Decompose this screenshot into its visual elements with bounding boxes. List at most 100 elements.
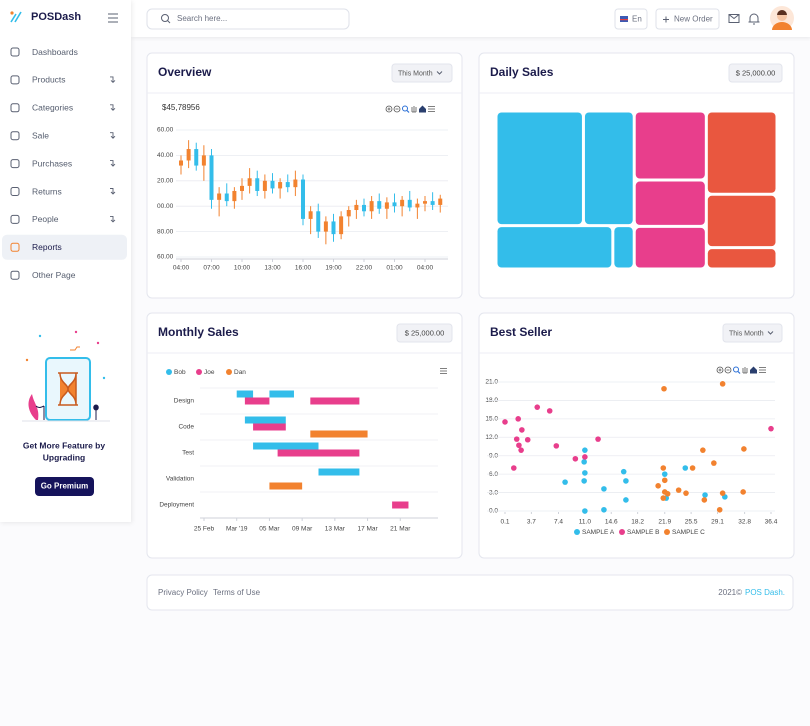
chart-annotation: $45,78956 bbox=[162, 103, 200, 112]
x-tick-label: 11.0 bbox=[579, 519, 592, 526]
scatter-point bbox=[623, 478, 629, 484]
x-tick-label: 04:00 bbox=[173, 265, 190, 272]
y-tick-label: Design bbox=[174, 398, 195, 405]
menu[interactable] bbox=[428, 106, 435, 112]
footer-link[interactable]: Terms of Use bbox=[213, 588, 261, 597]
candle-body bbox=[247, 178, 252, 186]
scatter-point bbox=[682, 465, 689, 471]
new-order-label: New Order bbox=[674, 15, 713, 24]
scatter-point bbox=[741, 446, 747, 452]
card bbox=[478, 312, 795, 559]
reset[interactable] bbox=[419, 105, 426, 113]
scatter-point bbox=[620, 468, 627, 475]
scatter-point bbox=[675, 487, 682, 493]
scatter-point bbox=[700, 447, 706, 453]
nav-icon bbox=[10, 47, 20, 57]
new-order-button[interactable] bbox=[655, 8, 720, 30]
treemap-cell bbox=[707, 195, 776, 247]
card bbox=[146, 312, 463, 559]
zoom-select bbox=[737, 371, 741, 374]
card-title: Overview bbox=[158, 65, 212, 79]
reset[interactable] bbox=[750, 366, 757, 374]
candle-body bbox=[430, 201, 435, 205]
candle-body bbox=[194, 149, 199, 166]
premium-button-label: Go Premium bbox=[41, 482, 89, 491]
nav-item[interactable]: People bbox=[32, 214, 59, 224]
avatar bbox=[772, 22, 792, 30]
scatter-point bbox=[623, 497, 629, 503]
legend-marker bbox=[664, 529, 670, 535]
scatter-point bbox=[664, 491, 671, 497]
nav-item[interactable]: Returns bbox=[32, 186, 62, 196]
expand-arrow bbox=[110, 188, 116, 195]
candle-body bbox=[201, 155, 206, 166]
brand: POSDash bbox=[31, 11, 81, 23]
zoom-select[interactable] bbox=[733, 366, 739, 373]
nav-item[interactable]: Categories bbox=[32, 103, 73, 113]
zoom-out[interactable] bbox=[393, 105, 401, 113]
scatter-point bbox=[660, 495, 667, 501]
language-button[interactable] bbox=[614, 8, 648, 30]
y-tick-label: Test bbox=[182, 450, 194, 457]
scatter-point bbox=[510, 465, 517, 471]
treemap-cell bbox=[635, 112, 705, 179]
x-tick-label: 14.6 bbox=[605, 519, 618, 526]
badge-label: $ 25,000.00 bbox=[405, 328, 445, 337]
nav-item[interactable]: Other Page bbox=[32, 270, 76, 280]
x-tick-label: 09 Mar bbox=[292, 526, 313, 533]
expand-arrow bbox=[110, 160, 116, 167]
range-bar bbox=[244, 416, 286, 424]
pan[interactable] bbox=[742, 367, 748, 374]
nav-item[interactable]: Products bbox=[32, 75, 66, 85]
candle-body bbox=[339, 216, 344, 235]
mail-icon[interactable] bbox=[728, 14, 740, 23]
x-tick-label: 16:00 bbox=[295, 265, 312, 272]
footer-link[interactable]: Privacy Policy bbox=[158, 588, 208, 597]
zoom-in[interactable] bbox=[385, 105, 393, 113]
menu[interactable] bbox=[759, 367, 766, 373]
legend-label: Dan bbox=[234, 369, 246, 376]
candle-body bbox=[354, 204, 359, 211]
badge bbox=[728, 63, 783, 83]
nav-item[interactable]: Purchases bbox=[32, 158, 72, 168]
nav-icon bbox=[10, 75, 20, 85]
nav-item[interactable]: Dashboards bbox=[32, 47, 78, 57]
candle-body bbox=[331, 221, 336, 235]
pan[interactable] bbox=[411, 106, 417, 113]
nav-item[interactable]: Reports bbox=[32, 242, 62, 252]
dot bbox=[96, 341, 100, 345]
scatter-point bbox=[702, 492, 708, 498]
scatter-point bbox=[768, 425, 774, 432]
search-box[interactable] bbox=[146, 8, 350, 30]
bell-icon[interactable] bbox=[748, 13, 760, 25]
x-tick-label: 7.4 bbox=[554, 519, 563, 526]
y-tick-label: Validation bbox=[166, 476, 194, 483]
scatter-point bbox=[581, 478, 587, 484]
scatter-point bbox=[534, 404, 541, 410]
candle-body bbox=[362, 204, 366, 212]
legend-marker bbox=[166, 369, 172, 375]
x-tick-label: 21.9 bbox=[658, 519, 671, 526]
dot bbox=[102, 376, 106, 380]
zoom-out[interactable] bbox=[724, 366, 732, 374]
legend-label: Bob bbox=[174, 369, 186, 376]
candle-body bbox=[186, 149, 191, 161]
menu[interactable] bbox=[440, 368, 447, 374]
candle-body bbox=[232, 190, 237, 202]
scatter-point bbox=[502, 419, 508, 425]
chevron bbox=[436, 71, 443, 75]
zoom-in[interactable] bbox=[716, 366, 724, 374]
legend-marker bbox=[226, 369, 232, 375]
range-bar bbox=[392, 501, 409, 509]
premium-button[interactable] bbox=[35, 477, 94, 496]
zoom-select[interactable] bbox=[402, 105, 408, 112]
menu-toggle[interactable] bbox=[108, 13, 118, 23]
filter-dropdown[interactable] bbox=[722, 323, 783, 343]
legend-label: SAMPLE C bbox=[672, 529, 705, 536]
filter-dropdown[interactable] bbox=[391, 63, 453, 83]
footer-brand[interactable]: POS Dash. bbox=[745, 588, 785, 597]
logo-icon bbox=[10, 11, 22, 23]
sidebar bbox=[0, 0, 131, 522]
legend-label: SAMPLE A bbox=[582, 529, 615, 536]
nav-item[interactable]: Sale bbox=[32, 130, 49, 140]
